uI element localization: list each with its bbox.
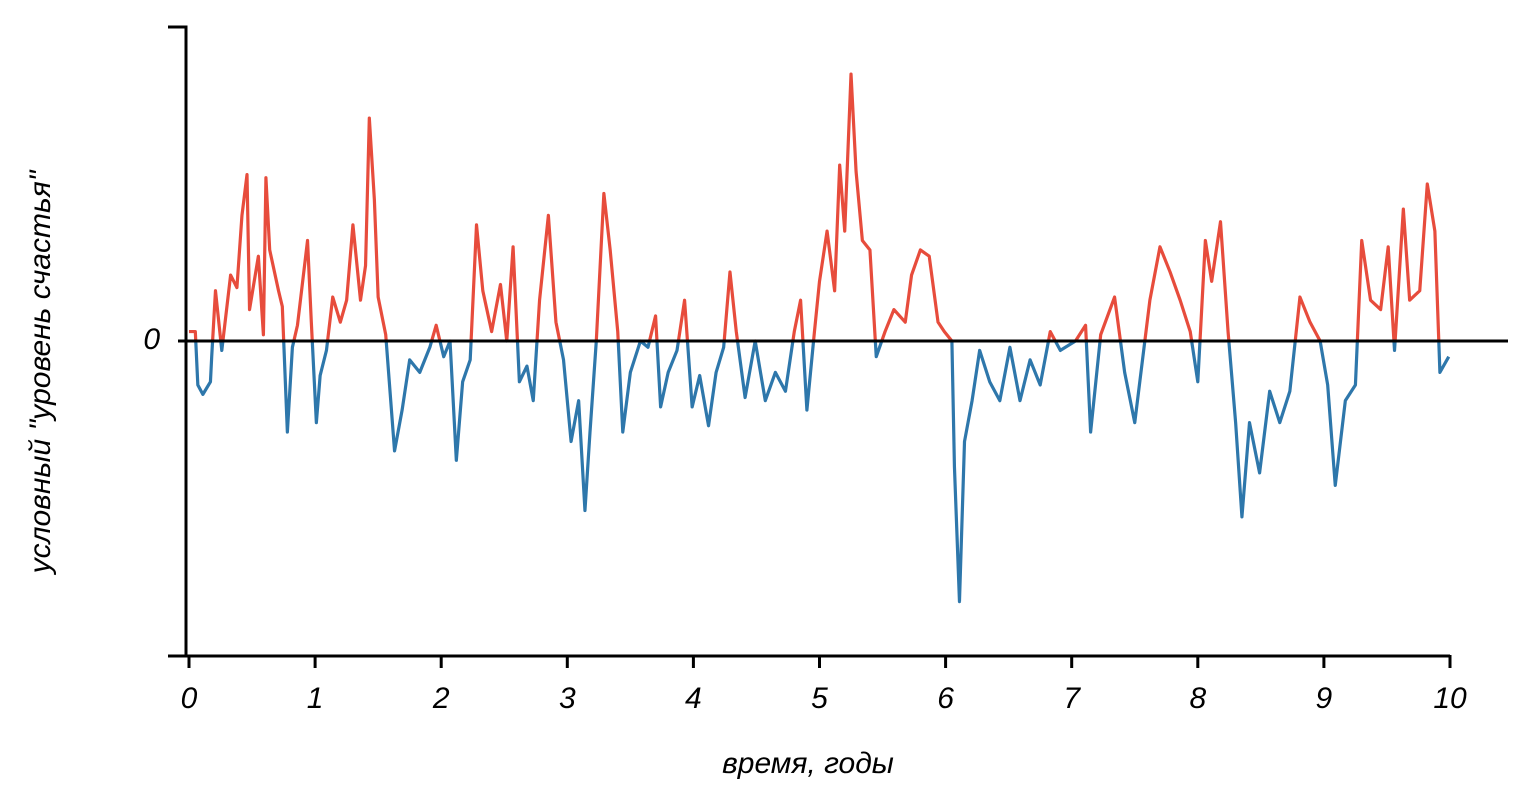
y-tick-label: 0 (143, 323, 160, 356)
x-tick-label: 7 (1063, 682, 1081, 715)
line-negative (194, 341, 1451, 604)
x-tick-label: 4 (685, 682, 702, 715)
x-tick-label: 0 (181, 682, 198, 715)
x-tick-label: 5 (811, 682, 828, 715)
x-axis-label: время, годы (722, 747, 894, 780)
x-tick-label: 3 (559, 682, 576, 715)
x-tick-label: 9 (1316, 682, 1333, 715)
x-tick-label: 1 (307, 682, 324, 715)
x-tick-label: 8 (1189, 682, 1206, 715)
x-tick-label: 10 (1433, 682, 1467, 715)
x-tick-label: 2 (432, 682, 450, 715)
line-positive (189, 72, 1441, 341)
x-tick-label: 6 (937, 682, 954, 715)
y-axis-label: условный "уровень счастья" (24, 169, 57, 575)
